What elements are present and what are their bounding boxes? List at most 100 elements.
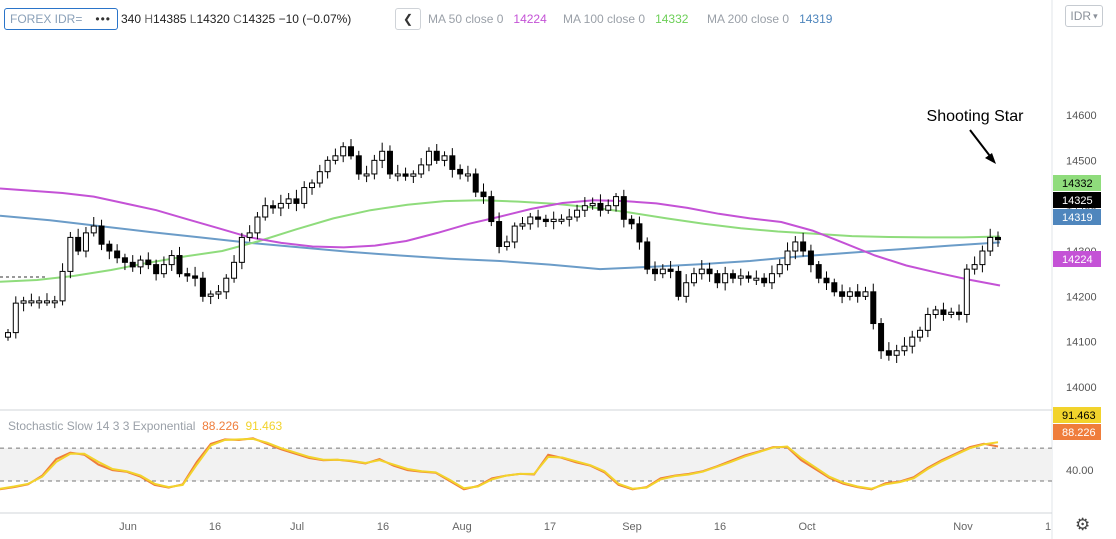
stoch-tag-box	[1053, 407, 1101, 423]
candle-body	[449, 155, 456, 170]
candle-body	[301, 187, 308, 204]
stoch-tag-box	[1053, 424, 1101, 440]
candle-body	[5, 332, 11, 338]
candle-body	[807, 250, 814, 266]
annotation-arrowhead	[985, 153, 996, 164]
candle-body	[355, 155, 362, 175]
ma50-label: MA 50 close 0	[428, 12, 504, 26]
y-tick-label: 14500	[1066, 155, 1097, 167]
price-tag-box	[1053, 192, 1101, 208]
stoch-k-value: 88.226	[202, 419, 239, 433]
price-tag-box	[1053, 209, 1101, 225]
y-tick-label: 14000	[1066, 382, 1097, 394]
price-tag-box	[1053, 175, 1101, 191]
shooting-star-annotation: Shooting Star	[927, 108, 1025, 164]
x-tick-label: Nov	[953, 521, 973, 533]
x-tick-label: 16	[209, 521, 221, 533]
chevron-left-icon[interactable]: ❮	[395, 8, 421, 30]
candle-body	[418, 164, 425, 175]
candle-body	[43, 300, 50, 304]
stochastic-band	[0, 447, 1052, 482]
candle-body	[75, 236, 82, 252]
x-tick-label: Aug	[452, 521, 472, 533]
candle-body	[90, 225, 97, 234]
candle-body	[753, 277, 760, 281]
close-key: C	[233, 12, 242, 26]
candle-body	[940, 309, 947, 315]
candle-body	[878, 323, 885, 352]
currency-label: IDR	[1070, 9, 1092, 23]
candle-body	[932, 309, 939, 315]
candle-body	[706, 268, 713, 275]
candle-body	[363, 173, 370, 177]
candle-body	[550, 218, 557, 223]
candle-body	[924, 313, 931, 331]
annotation-arrow	[969, 129, 994, 161]
candle-body	[690, 273, 697, 284]
candle-body	[909, 336, 916, 347]
more-dots-icon[interactable]: •••	[95, 12, 111, 26]
stoch-tag-label: 88.226	[1062, 427, 1096, 439]
candle-body	[425, 150, 432, 166]
y-tick-label: 14200	[1066, 291, 1097, 303]
candle-body	[776, 264, 783, 275]
candle-body	[737, 275, 744, 279]
candle-body	[129, 261, 136, 268]
price-tag-label: 14325	[1062, 195, 1093, 207]
candle-body	[667, 268, 674, 272]
ma200-legend[interactable]: MA 200 close 0 14319	[707, 12, 832, 26]
ma100-label: MA 100 close 0	[563, 12, 646, 26]
candle-body	[620, 196, 627, 220]
moving-average-lines	[0, 187, 1001, 287]
ma200-value: 14319	[799, 12, 833, 26]
candle-body	[698, 268, 705, 275]
stochastic-legend[interactable]: Stochastic Slow 14 3 3 Exponential 88.22…	[8, 419, 282, 433]
annotation-text: Shooting Star	[927, 108, 1025, 125]
candle-body	[215, 291, 222, 295]
candle-body	[176, 255, 183, 275]
candle-body	[963, 268, 970, 315]
candle-body	[831, 282, 838, 293]
currency-button[interactable]: IDR ▾	[1065, 5, 1103, 27]
ma100-legend[interactable]: MA 100 close 0 14332	[563, 12, 688, 26]
ma50-legend[interactable]: MA 50 close 0 14224	[428, 12, 547, 26]
ma100-line	[0, 199, 1001, 283]
candle-body	[870, 291, 877, 325]
low-value: 14320	[196, 12, 230, 26]
candle-body	[36, 300, 43, 304]
candle-body	[12, 302, 19, 334]
candle-body	[729, 273, 736, 279]
candle-body	[535, 216, 542, 220]
candle-body	[332, 155, 339, 161]
candle-body	[893, 350, 900, 356]
open-value: 340	[121, 12, 142, 26]
candle-body	[636, 223, 643, 243]
candle-body	[309, 182, 316, 189]
candle-body	[628, 218, 635, 225]
candle-body	[67, 236, 74, 272]
candle-body	[956, 311, 963, 315]
candle-body	[223, 277, 230, 293]
candle-body	[659, 268, 666, 275]
candle-body	[51, 300, 58, 304]
candle-body	[316, 171, 323, 184]
candle-body	[441, 155, 448, 161]
price-tag-label: 14224	[1062, 254, 1093, 266]
price-axis-labels: 1400014100142001430014400145001460040.00	[1066, 110, 1097, 477]
candle-body	[184, 273, 191, 277]
candle-body	[371, 159, 378, 175]
candle-body	[862, 291, 869, 297]
change-value: −10 (−0.07%)	[278, 12, 352, 26]
candle-body	[231, 261, 238, 279]
candle-body	[714, 273, 721, 284]
symbol-search-box[interactable]: FOREX IDR= •••	[4, 8, 118, 30]
candle-body	[82, 232, 89, 252]
candle-body	[566, 216, 573, 220]
candle-body	[168, 255, 175, 266]
candle-body	[503, 241, 510, 247]
candle-body	[472, 173, 479, 193]
gear-icon[interactable]: ⚙	[1075, 515, 1091, 534]
candle-body	[285, 198, 292, 204]
ohlc-readout: 340 H14385 L14320 C14325 −10 (−0.07%)	[121, 12, 351, 26]
